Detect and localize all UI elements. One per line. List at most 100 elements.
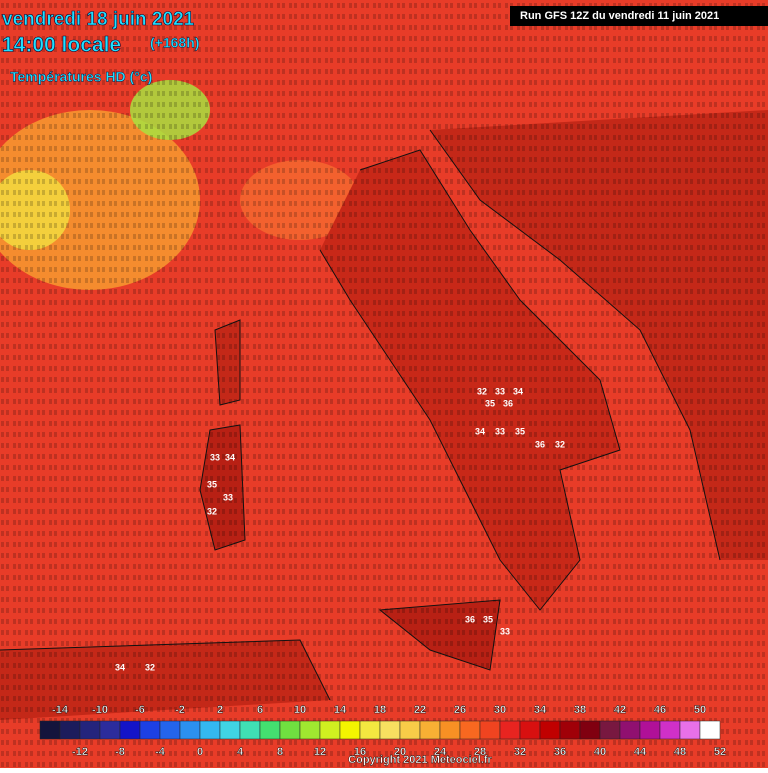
legend-label: 46: [654, 704, 666, 716]
legend-label: 30: [494, 704, 506, 716]
legend-swatch: [279, 720, 301, 740]
legend-swatch: [219, 720, 241, 740]
temperature-reading: 35: [207, 479, 217, 489]
legend-swatch: [639, 720, 661, 740]
title-date: vendredi 18 juin 2021: [2, 9, 195, 30]
legend-swatch: [259, 720, 281, 740]
legend-swatch: [559, 720, 581, 740]
legend-label: 6: [257, 704, 263, 716]
legend-label: 52: [714, 746, 726, 758]
temperature-reading: 32: [145, 662, 155, 672]
legend-swatch: [159, 720, 181, 740]
temperature-reading: 33: [495, 386, 505, 396]
legend-label: 38: [574, 704, 586, 716]
legend-swatch: [619, 720, 641, 740]
legend-label: 18: [374, 704, 386, 716]
legend-swatch: [699, 720, 721, 740]
legend: -14-12-10-8-6-4-202468101214161820222426…: [39, 704, 726, 758]
temperature-reading: 34: [115, 662, 125, 672]
legend-swatch: [459, 720, 481, 740]
temperature-reading: 36: [465, 614, 475, 624]
legend-label: 42: [614, 704, 626, 716]
legend-swatch: [659, 720, 681, 740]
legend-label: 28: [474, 746, 486, 758]
legend-label: 24: [434, 746, 447, 758]
legend-swatch: [199, 720, 221, 740]
temperature-reading: 35: [515, 426, 525, 436]
legend-swatch: [99, 720, 121, 740]
temperature-reading: 33: [495, 426, 505, 436]
legend-swatch: [419, 720, 441, 740]
temperature-reading: 32: [555, 439, 565, 449]
legend-label: 2: [217, 704, 223, 716]
legend-swatch: [359, 720, 381, 740]
run-info: Run GFS 12Z du vendredi 11 juin 2021: [520, 10, 719, 22]
legend-swatch: [119, 720, 141, 740]
title-time: 14:00 locale: [2, 34, 121, 57]
legend-swatch: [479, 720, 501, 740]
legend-label: 34: [534, 704, 547, 716]
temperature-reading: 36: [503, 398, 513, 408]
legend-label: 44: [634, 746, 647, 758]
legend-label: 40: [594, 746, 606, 758]
legend-label: 20: [394, 746, 406, 758]
temperature-reading: 35: [485, 398, 495, 408]
legend-swatch: [79, 720, 101, 740]
temperature-reading: 34: [475, 426, 485, 436]
legend-swatch: [519, 720, 541, 740]
legend-label: 10: [294, 704, 306, 716]
legend-label: -10: [92, 704, 108, 716]
title-lead: (+168h): [150, 35, 199, 51]
legend-swatch: [539, 720, 561, 740]
legend-label: 0: [197, 746, 203, 758]
legend-label: 32: [514, 746, 526, 758]
legend-label: 16: [354, 746, 366, 758]
legend-swatch: [39, 720, 61, 740]
copyright: Copyright 2021 Meteociel.fr: [348, 754, 492, 766]
legend-label: -8: [115, 746, 125, 758]
legend-label: -4: [155, 746, 166, 758]
legend-label: 12: [314, 746, 326, 758]
legend-swatch: [579, 720, 601, 740]
legend-label: -14: [52, 704, 69, 716]
legend-label: 48: [674, 746, 686, 758]
temperature-reading: 32: [477, 386, 487, 396]
legend-swatch: [599, 720, 621, 740]
legend-swatch: [399, 720, 421, 740]
legend-label: 36: [554, 746, 566, 758]
legend-swatch: [499, 720, 521, 740]
legend-label: 26: [454, 704, 466, 716]
temperature-reading: 33: [500, 626, 510, 636]
temperature-reading: 33: [223, 492, 233, 502]
legend-swatch: [339, 720, 361, 740]
legend-label: -2: [175, 704, 185, 716]
coastlines: [0, 129, 721, 701]
temperature-reading: 33: [210, 452, 220, 462]
temperature-reading: 34: [513, 386, 523, 396]
legend-label: -12: [72, 746, 88, 758]
temperature-reading: 35: [483, 614, 493, 624]
legend-swatch: [439, 720, 461, 740]
legend-swatch: [679, 720, 701, 740]
legend-label: 14: [334, 704, 347, 716]
legend-swatch: [299, 720, 321, 740]
legend-swatch: [59, 720, 81, 740]
legend-swatch: [239, 720, 261, 740]
legend-swatch: [139, 720, 161, 740]
legend-label: -6: [135, 704, 145, 716]
legend-label: 22: [414, 704, 426, 716]
legend-swatch: [179, 720, 201, 740]
run-banner: [510, 6, 768, 26]
legend-swatch: [319, 720, 341, 740]
subtitle: Températures HD (°c): [10, 69, 152, 85]
temperature-reading: 32: [207, 506, 217, 516]
legend-label: 8: [277, 746, 283, 758]
temperature-reading: 36: [535, 439, 545, 449]
legend-swatch: [379, 720, 401, 740]
legend-label: 50: [694, 704, 706, 716]
legend-label: 4: [237, 746, 244, 758]
temperature-reading: 34: [225, 452, 235, 462]
